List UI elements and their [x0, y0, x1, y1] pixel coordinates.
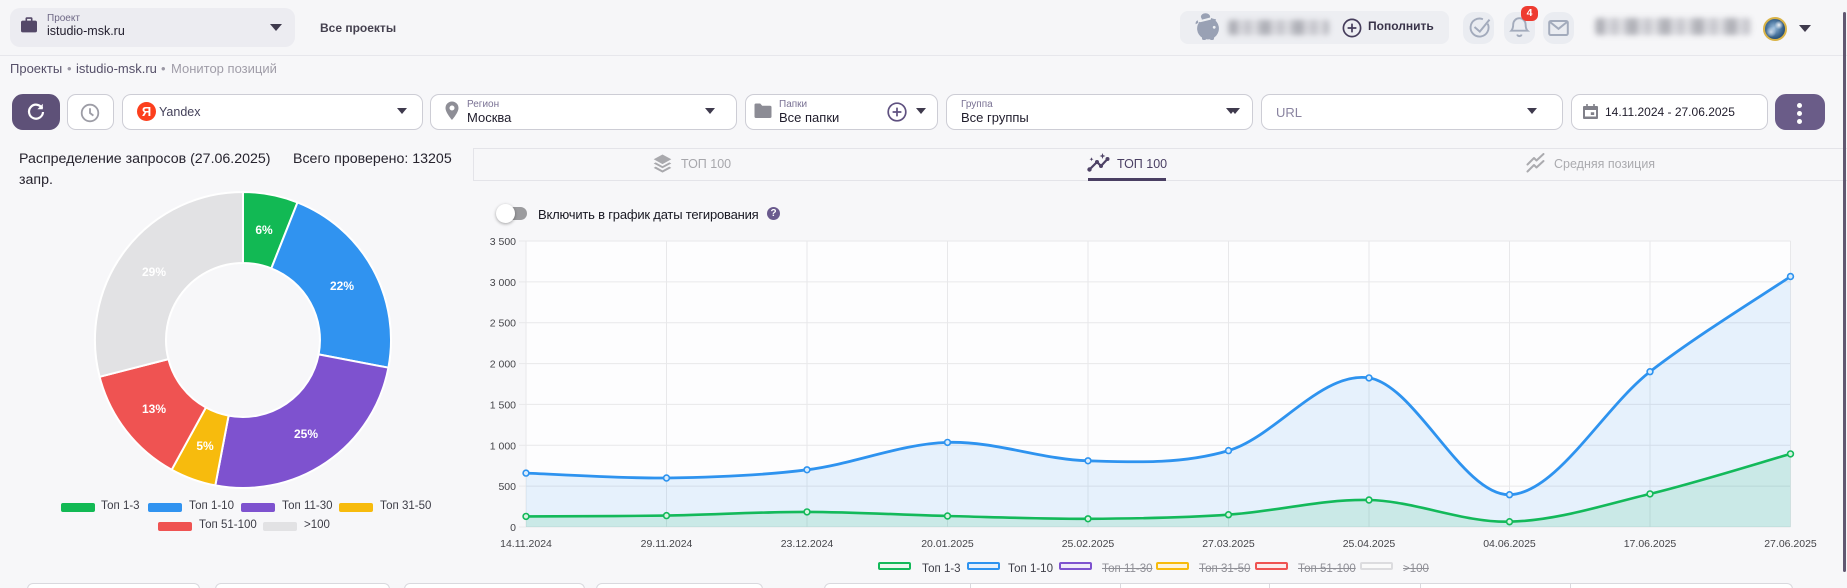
svg-text:2 500: 2 500: [490, 318, 516, 330]
svg-text:25%: 25%: [294, 427, 318, 441]
svg-text:2 000: 2 000: [490, 359, 516, 371]
svg-text:1 000: 1 000: [490, 440, 516, 452]
svg-text:3 500: 3 500: [490, 236, 516, 248]
svg-text:5%: 5%: [196, 439, 214, 453]
svg-text:29%: 29%: [142, 265, 166, 279]
svg-text:20.01.2025: 20.01.2025: [921, 538, 974, 550]
svg-text:1 500: 1 500: [490, 399, 516, 411]
svg-text:04.06.2025: 04.06.2025: [1483, 538, 1536, 550]
svg-text:0: 0: [510, 522, 516, 534]
svg-text:3 000: 3 000: [490, 277, 516, 289]
svg-text:22%: 22%: [330, 279, 354, 293]
svg-text:27.06.2025: 27.06.2025: [1764, 538, 1817, 550]
svg-text:13%: 13%: [142, 402, 166, 416]
svg-text:25.04.2025: 25.04.2025: [1343, 538, 1396, 550]
svg-text:29.11.2024: 29.11.2024: [641, 538, 693, 550]
svg-text:23.12.2024: 23.12.2024: [781, 538, 834, 550]
svg-text:500: 500: [498, 481, 516, 493]
svg-text:6%: 6%: [255, 223, 273, 237]
svg-text:27.03.2025: 27.03.2025: [1202, 538, 1255, 550]
svg-text:25.02.2025: 25.02.2025: [1062, 538, 1115, 550]
svg-text:17.06.2025: 17.06.2025: [1624, 538, 1677, 550]
svg-text:14.11.2024: 14.11.2024: [500, 538, 552, 550]
